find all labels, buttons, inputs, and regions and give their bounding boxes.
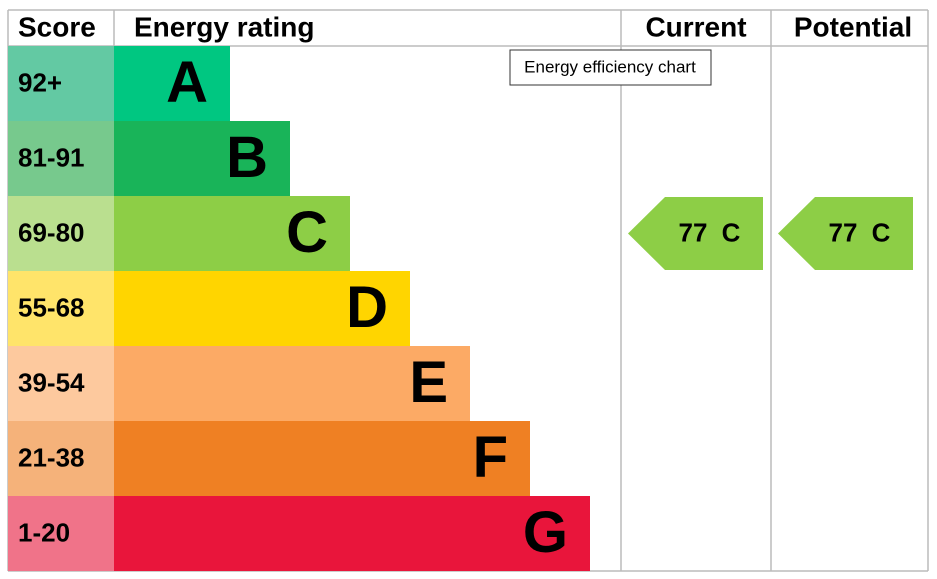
potential-value: 77 — [829, 217, 858, 247]
current-rating: C — [722, 217, 741, 247]
score-cell — [8, 121, 114, 196]
band-bar — [114, 346, 470, 421]
score-label: 21-38 — [18, 442, 85, 472]
band-letter: A — [166, 50, 208, 115]
band-bar — [114, 496, 590, 571]
band-bar — [114, 46, 230, 121]
header-score: Score — [18, 11, 96, 42]
current-arrow — [628, 197, 763, 270]
band-bar — [114, 121, 290, 196]
band-bar — [114, 271, 410, 346]
score-cell — [8, 421, 114, 496]
tooltip: Energy efficiency chart — [524, 57, 696, 76]
band-bar — [114, 421, 530, 496]
current-value: 77 — [679, 217, 708, 247]
score-cell — [8, 46, 114, 121]
score-cell — [8, 496, 114, 571]
band-letter: D — [346, 275, 388, 340]
score-label: 69-80 — [18, 217, 85, 247]
band-bar — [114, 196, 350, 271]
score-label: 39-54 — [18, 367, 85, 397]
potential-arrow — [778, 197, 913, 270]
tooltip-box — [509, 49, 712, 86]
score-cell — [8, 196, 114, 271]
band-letter: B — [226, 125, 268, 190]
potential-rating: C — [872, 217, 891, 247]
score-label: 81-91 — [18, 142, 85, 172]
header-potential: Potential — [794, 11, 912, 42]
score-label: 92+ — [18, 67, 62, 97]
score-cell — [8, 271, 114, 346]
header-current: Current — [645, 11, 746, 42]
band-letter: F — [473, 425, 508, 490]
band-letter: C — [286, 200, 328, 265]
score-label: 55-68 — [18, 292, 85, 322]
band-letter: E — [409, 350, 448, 415]
header-rating: Energy rating — [134, 11, 314, 42]
band-letter: G — [523, 500, 568, 565]
score-cell — [8, 346, 114, 421]
score-label: 1-20 — [18, 517, 70, 547]
